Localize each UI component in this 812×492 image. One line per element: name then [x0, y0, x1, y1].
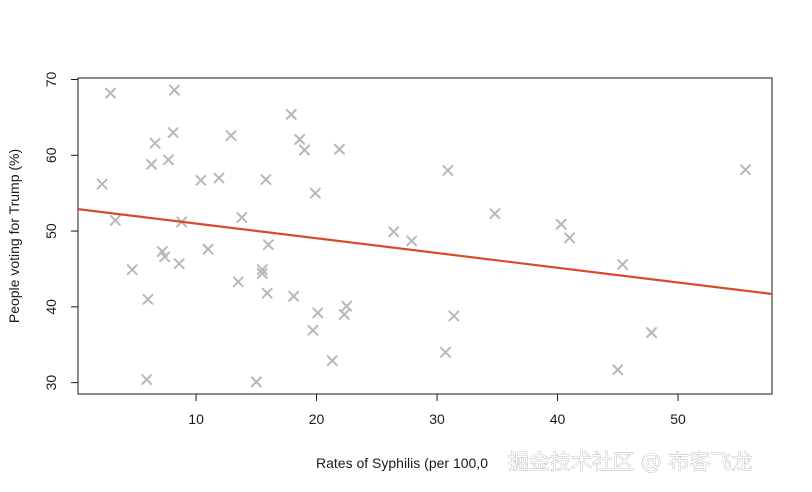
- plot-frame: [77, 77, 773, 395]
- data-point: [256, 264, 268, 276]
- data-point: [555, 218, 567, 230]
- data-point: [307, 324, 319, 336]
- trend-line: [77, 208, 773, 296]
- data-point: [285, 108, 297, 120]
- data-point: [312, 307, 324, 319]
- data-point: [617, 258, 629, 270]
- data-point: [168, 84, 180, 96]
- data-point: [646, 327, 658, 339]
- data-point: [232, 276, 244, 288]
- data-point: [167, 127, 179, 139]
- data-point: [236, 211, 248, 223]
- data-point: [250, 376, 262, 388]
- data-point: [739, 164, 751, 176]
- data-point: [261, 287, 273, 299]
- x-tick-label: 50: [670, 411, 686, 427]
- data-point: [141, 374, 153, 386]
- y-tick-label: 70: [43, 72, 59, 88]
- data-point: [105, 87, 117, 99]
- data-point: [442, 164, 454, 176]
- data-point: [341, 300, 353, 312]
- data-points: [96, 84, 751, 388]
- data-point: [299, 144, 311, 156]
- x-tick-label: 20: [309, 411, 325, 427]
- data-point: [612, 364, 624, 376]
- data-point: [202, 243, 214, 255]
- data-point: [294, 133, 306, 145]
- y-axis-label: People voting for Trump (%): [6, 149, 22, 323]
- data-point: [213, 172, 225, 184]
- data-point: [439, 346, 451, 358]
- data-point: [162, 154, 174, 166]
- data-point: [159, 251, 171, 263]
- data-point: [448, 310, 460, 322]
- y-tick-label: 40: [43, 299, 59, 315]
- y-tick-label: 30: [43, 375, 59, 391]
- watermark-text: 掘金技术社区 @ 布客飞龙: [508, 450, 752, 474]
- x-tick-label: 30: [429, 411, 445, 427]
- y-tick-label: 60: [43, 147, 59, 163]
- data-point: [388, 226, 400, 238]
- data-point: [564, 232, 576, 244]
- data-point: [142, 293, 154, 305]
- data-point: [109, 214, 121, 226]
- x-tick-label: 10: [188, 411, 204, 427]
- data-point: [260, 174, 272, 186]
- data-point: [126, 264, 138, 276]
- data-point: [262, 239, 274, 251]
- data-point: [173, 258, 185, 270]
- data-point: [195, 174, 207, 186]
- data-point: [338, 308, 350, 320]
- y-axis: 30 40 50 60 70: [43, 72, 78, 391]
- data-point: [288, 290, 300, 302]
- data-point: [406, 235, 418, 247]
- data-point: [149, 137, 161, 149]
- x-tick-label: 40: [550, 411, 566, 427]
- data-point: [156, 246, 168, 258]
- x-axis-label: Rates of Syphilis (per 100,0: [316, 455, 488, 471]
- data-point: [96, 178, 108, 190]
- x-axis: 10 20 30 40 50: [188, 394, 686, 427]
- data-point: [256, 268, 268, 280]
- data-point: [489, 208, 501, 220]
- data-point: [225, 130, 237, 142]
- data-point: [145, 158, 157, 170]
- y-tick-label: 50: [43, 223, 59, 239]
- data-point: [309, 187, 321, 199]
- data-point: [333, 143, 345, 155]
- data-point: [326, 355, 338, 367]
